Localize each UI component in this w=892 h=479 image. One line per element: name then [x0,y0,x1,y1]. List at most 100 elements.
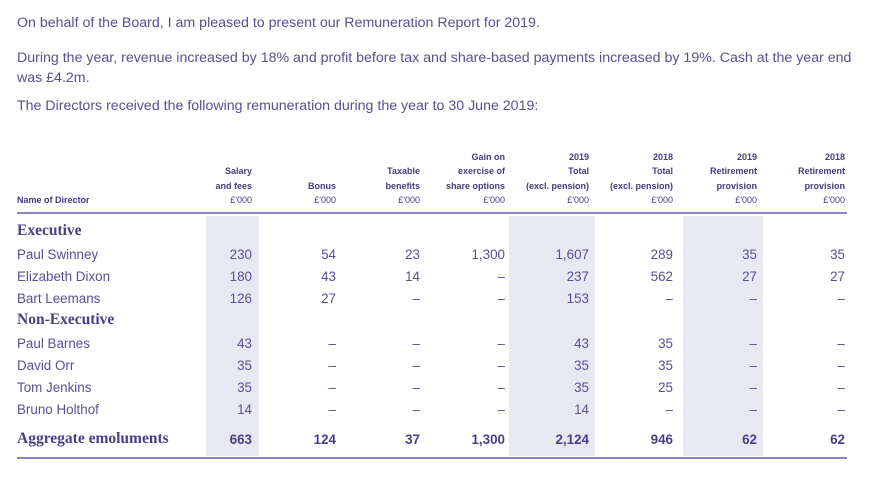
director-name: Paul Swinney [17,247,99,262]
column-header-line: 2018 [652,152,673,163]
table-cell: – [497,358,505,373]
table-cell: 35 [658,336,673,351]
column-header-line: Gain on [471,152,506,163]
table-cell: 23 [405,247,420,262]
table-cell: – [412,380,420,395]
table-row: David Orr 35 – – – 35 35 – – [0,355,892,377]
table-cell: 35 [574,358,589,373]
table-cell: – [665,402,673,417]
column-header-line: 2018 [824,152,845,163]
table-cell: 14 [405,269,420,284]
column-header-line: (excl. pension) [525,180,589,191]
director-name: Bart Leemans [17,291,101,306]
table-cell: 1,607 [555,247,589,262]
column-header-line: and fees [215,180,252,191]
table-cell: – [497,380,505,395]
intro-paragraph-1: On behalf of the Board, I am pleased to … [17,15,540,31]
table-cell: – [837,380,845,395]
column-header-line: benefits [385,180,420,191]
table-cell: 35 [742,247,757,262]
table-cell: 43 [574,336,589,351]
section-non-executive: Non-Executive [17,311,115,328]
aggregate-cell: 663 [229,432,252,447]
table-cell: – [328,336,336,351]
column-header-line: (excl. pension) [609,180,673,191]
table-cell: 153 [566,291,589,306]
table-cell: – [749,291,757,306]
table-cell: – [412,358,420,373]
column-header-unit: £'000 [823,194,845,205]
aggregate-cell: 2,124 [555,432,589,447]
director-name: Tom Jenkins [17,380,92,395]
column-header: Salary and fees £'000 [142,164,252,207]
director-name: Elizabeth Dixon [17,269,111,284]
column-header: 2019 Total (excl. pension) £'000 [479,150,589,207]
column-header-line: Salary [224,166,252,177]
aggregate-cell: 1,300 [471,432,505,447]
table-cell: 43 [237,336,252,351]
column-header: Taxable benefits £'000 [310,164,420,207]
column-shade-retirement-2019 [683,216,763,456]
table-cell: – [497,402,505,417]
table-cell: 126 [229,291,252,306]
column-header-line: provision [804,180,845,191]
column-header-unit: £'000 [230,194,252,205]
aggregate-cell: 62 [830,432,845,447]
table-cell: – [412,291,420,306]
section-executive: Executive [17,222,82,239]
column-header-line: exercise of [457,166,505,177]
table-cell: – [497,291,505,306]
table-cell: 237 [566,269,589,284]
header-name-of-director: Name of Director [17,195,90,205]
column-header-unit: £'000 [567,194,589,205]
table-row: Paul Swinney 230 54 23 1,300 1,607 289 35 35 [0,244,892,266]
column-header-line: Taxable [387,166,420,177]
table-cell: – [749,380,757,395]
column-header-line: provision [716,180,757,191]
column-header-unit: £'000 [651,194,673,205]
table-cell: – [328,402,336,417]
table-cell: 289 [650,247,673,262]
header-rule [17,212,847,214]
column-header: Bonus £'000 [226,179,336,207]
column-header-unit: £'000 [483,194,505,205]
aggregate-cell: 37 [405,432,420,447]
director-name: David Orr [17,358,75,373]
column-header-unit: £'000 [398,194,420,205]
table-cell: – [837,358,845,373]
table-cell: 35 [830,247,845,262]
table-cell: 27 [742,269,757,284]
column-header: 2019 Retirement provision £'000 [647,150,757,207]
table-cell: – [837,291,845,306]
intro-paragraph-2: During the year, revenue increased by 18… [17,50,852,86]
table-cell: 35 [658,358,673,373]
column-header: 2018 Total (excl. pension) £'000 [563,150,673,207]
table-cell: – [749,358,757,373]
column-header-line: Retirement [797,166,845,177]
aggregate-cell: 124 [313,432,336,447]
table-cell: – [837,336,845,351]
column-header-line: 2019 [736,152,757,163]
column-header-line: share options [445,180,505,191]
table-cell: 35 [237,358,252,373]
column-shade-total-2019 [509,216,595,456]
column-header: 2018 Retirement provision £'000 [735,150,845,207]
table-cell: 562 [650,269,673,284]
table-cell: 35 [574,380,589,395]
column-shade-salary [206,216,259,456]
table-row: Tom Jenkins 35 – – – 35 25 – – [0,377,892,399]
table-cell: 25 [658,380,673,395]
table-cell: 35 [237,380,252,395]
director-name: Bruno Holthof [17,402,99,417]
table-cell: – [412,336,420,351]
table-cell: – [749,402,757,417]
table-cell: – [837,402,845,417]
table-cell: 14 [574,402,589,417]
table-cell: 180 [229,269,252,284]
table-cell: 43 [321,269,336,284]
table-cell: – [497,269,505,284]
column-header-line: 2019 [568,152,589,163]
table-row: Paul Barnes 43 – – – 43 35 – – [0,333,892,355]
column-header-line: Bonus [308,180,336,191]
aggregate-cell: 946 [650,432,673,447]
